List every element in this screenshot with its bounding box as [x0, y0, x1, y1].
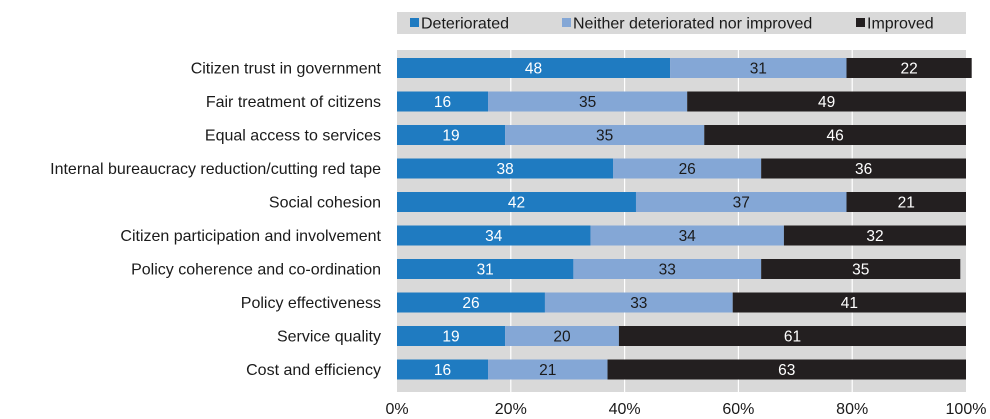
bar-segment-neither-deteriorated-nor-improved: [670, 58, 847, 78]
bar-segment-improved: [607, 359, 966, 380]
data-label: 42: [508, 195, 525, 212]
bar-segment-neither-deteriorated-nor-improved: [488, 91, 688, 112]
category-label: Citizen trust in government: [191, 61, 382, 78]
data-label: 37: [733, 195, 750, 212]
data-label: 34: [485, 228, 503, 245]
bar-segment-neither-deteriorated-nor-improved: [613, 158, 762, 179]
bar-segment-improved: [761, 259, 961, 279]
data-label: 49: [818, 94, 835, 111]
legend: Deteriorated Neither deteriorated nor imp…: [397, 12, 966, 34]
data-label: 31: [750, 61, 767, 78]
bar-segment-neither-deteriorated-nor-improved: [505, 326, 619, 346]
x-tick-label: 60%: [722, 401, 754, 418]
data-label: 41: [841, 295, 858, 312]
bar-segment-deteriorated: [397, 326, 506, 346]
bar-segment-neither-deteriorated-nor-improved: [590, 225, 784, 246]
data-label: 19: [442, 128, 459, 145]
data-label: 31: [477, 262, 494, 279]
legend-swatch: [562, 18, 571, 27]
bar-segment-neither-deteriorated-nor-improved: [488, 359, 608, 380]
data-label: 26: [679, 161, 696, 178]
category-label: Equal access to services: [205, 128, 381, 145]
legend-label: Deteriorated: [421, 16, 509, 33]
data-label: 33: [659, 262, 676, 279]
category-label: Cost and efficiency: [246, 362, 381, 379]
bar-segment-improved: [761, 158, 966, 179]
bar-segment-deteriorated: [397, 359, 489, 380]
bar-segment-deteriorated: [397, 292, 545, 313]
data-label: 16: [434, 94, 451, 111]
data-label: 21: [539, 362, 556, 379]
data-label: 20: [553, 329, 571, 346]
bar-segment-deteriorated: [397, 158, 614, 179]
x-tick-label: 20%: [495, 401, 527, 418]
bar-segment-neither-deteriorated-nor-improved: [573, 259, 762, 279]
data-label: 22: [900, 61, 917, 78]
legend-label: Improved: [867, 16, 934, 33]
data-label: 63: [778, 362, 795, 379]
data-label: 35: [596, 128, 613, 145]
bar-segment-deteriorated: [397, 192, 636, 212]
data-label: 36: [855, 161, 872, 178]
x-tick-label: 100%: [946, 401, 987, 418]
data-label: 16: [434, 362, 451, 379]
bar-segment-deteriorated: [397, 225, 591, 246]
bar-segment-improved: [846, 192, 966, 212]
legend-swatch: [410, 18, 419, 27]
category-label: Policy effectiveness: [241, 295, 381, 312]
bar-segment-neither-deteriorated-nor-improved: [635, 192, 847, 212]
data-label: 21: [898, 195, 915, 212]
data-label: 26: [462, 295, 479, 312]
bar-segment-deteriorated: [397, 91, 489, 112]
data-label: 61: [784, 329, 801, 346]
bar-segment-improved: [732, 292, 966, 313]
bars: 48 31 22 16 35 49 19 35 46 38 26 36 42 37 21 34 34 32 31 33…: [397, 58, 972, 380]
category-labels: Citizen trust in government Fair treatmen…: [50, 61, 381, 380]
data-label: 38: [496, 161, 513, 178]
data-label: 35: [852, 262, 869, 279]
legend-label: Neither deteriorated nor improved: [573, 16, 812, 33]
bar-segment-improved: [783, 225, 966, 246]
data-label: 19: [442, 329, 459, 346]
bar-segment-improved: [846, 58, 972, 78]
bar-segment-improved: [687, 91, 966, 112]
bar-segment-deteriorated: [397, 58, 671, 78]
bar-segment-neither-deteriorated-nor-improved: [544, 292, 733, 313]
data-label: 33: [630, 295, 647, 312]
category-label: Internal bureaucracy reduction/cutting r…: [50, 161, 381, 178]
category-label: Citizen participation and involvement: [120, 228, 381, 245]
data-label: 48: [525, 61, 542, 78]
x-axis-ticks: 0% 20% 40% 60% 80% 100%: [385, 401, 986, 418]
x-tick-label: 40%: [609, 401, 641, 418]
legend-background: [397, 12, 966, 34]
bar-segment-improved: [704, 125, 966, 145]
data-label: 34: [679, 228, 697, 245]
data-label: 35: [579, 94, 596, 111]
x-tick-label: 80%: [836, 401, 868, 418]
category-label: Fair treatment of citizens: [206, 94, 381, 111]
bar-segment-deteriorated: [397, 259, 574, 279]
category-label: Social cohesion: [269, 195, 381, 212]
x-tick-label: 0%: [385, 401, 408, 418]
bar-segment-deteriorated: [397, 125, 506, 145]
data-label: 32: [866, 228, 883, 245]
bar-segment-neither-deteriorated-nor-improved: [505, 125, 705, 145]
category-label: Policy coherence and co-ordination: [131, 262, 381, 279]
bar-segment-improved: [618, 326, 966, 346]
legend-swatch: [856, 18, 865, 27]
category-label: Service quality: [277, 329, 381, 346]
data-label: 46: [827, 128, 844, 145]
